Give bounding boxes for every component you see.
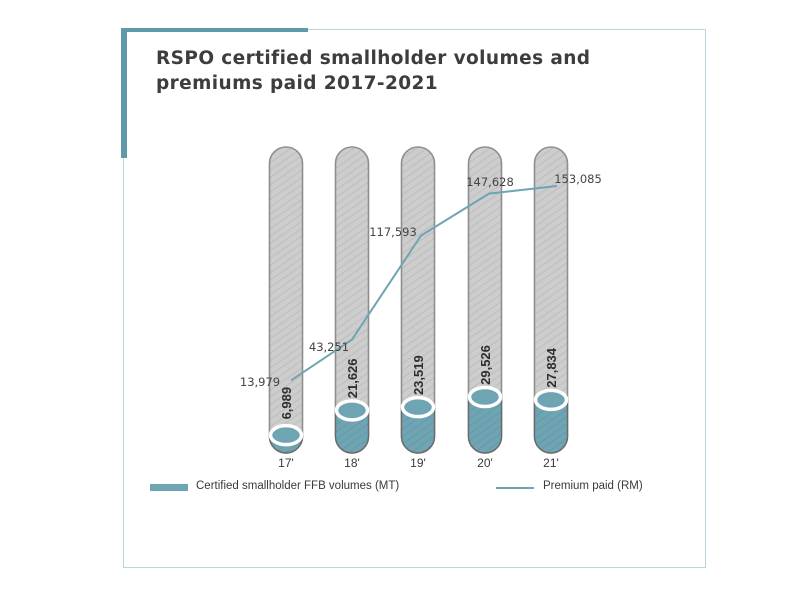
chart-title: RSPO certified smallholder volumes and p…: [156, 46, 696, 96]
bar-group: [268, 146, 569, 454]
bar-value-label: 27,834: [544, 347, 559, 388]
category-label: 20': [477, 456, 493, 470]
premium-line: [290, 185, 558, 382]
category-label: 17': [278, 456, 294, 470]
chart-title-line2: premiums paid 2017-2021: [156, 73, 439, 94]
premium-value-label: 153,085: [554, 172, 602, 186]
legend-premium-line: [496, 487, 534, 489]
category-label: 21': [543, 456, 559, 470]
bar-21: [533, 146, 569, 454]
premium-line-group: [290, 185, 558, 382]
accent-bar-left: [121, 28, 127, 158]
premium-value-label: 117,593: [369, 225, 417, 239]
label-group: 6,989 17' 21,626 18' 23,519 19' 29,526 20' 27,83…: [240, 172, 602, 470]
accent-bar-top: [121, 28, 308, 32]
chart-frame: [123, 29, 706, 568]
bar-value-label: 23,519: [411, 355, 426, 395]
legend-premium-label: Premium paid (RM): [543, 480, 643, 492]
bar-value-label: 21,626: [345, 358, 360, 398]
legend-volumes-label: Certified smallholder FFB volumes (MT): [196, 480, 400, 492]
category-label: 18': [344, 456, 360, 470]
bar-18: [334, 146, 370, 454]
premium-value-label: 13,979: [240, 375, 280, 389]
premium-value-label: 147,628: [466, 175, 514, 189]
legend-volumes-swatch: [150, 484, 188, 491]
premium-value-label: 43,251: [309, 340, 349, 354]
chart-title-line1: RSPO certified smallholder volumes and: [156, 48, 591, 69]
bar-value-label: 6,989: [279, 387, 294, 420]
bar-value-label: 29,526: [478, 345, 493, 385]
bar-17: [268, 146, 304, 454]
bar-20: [467, 146, 503, 454]
bar-19: [400, 146, 436, 454]
category-label: 19': [410, 456, 426, 470]
